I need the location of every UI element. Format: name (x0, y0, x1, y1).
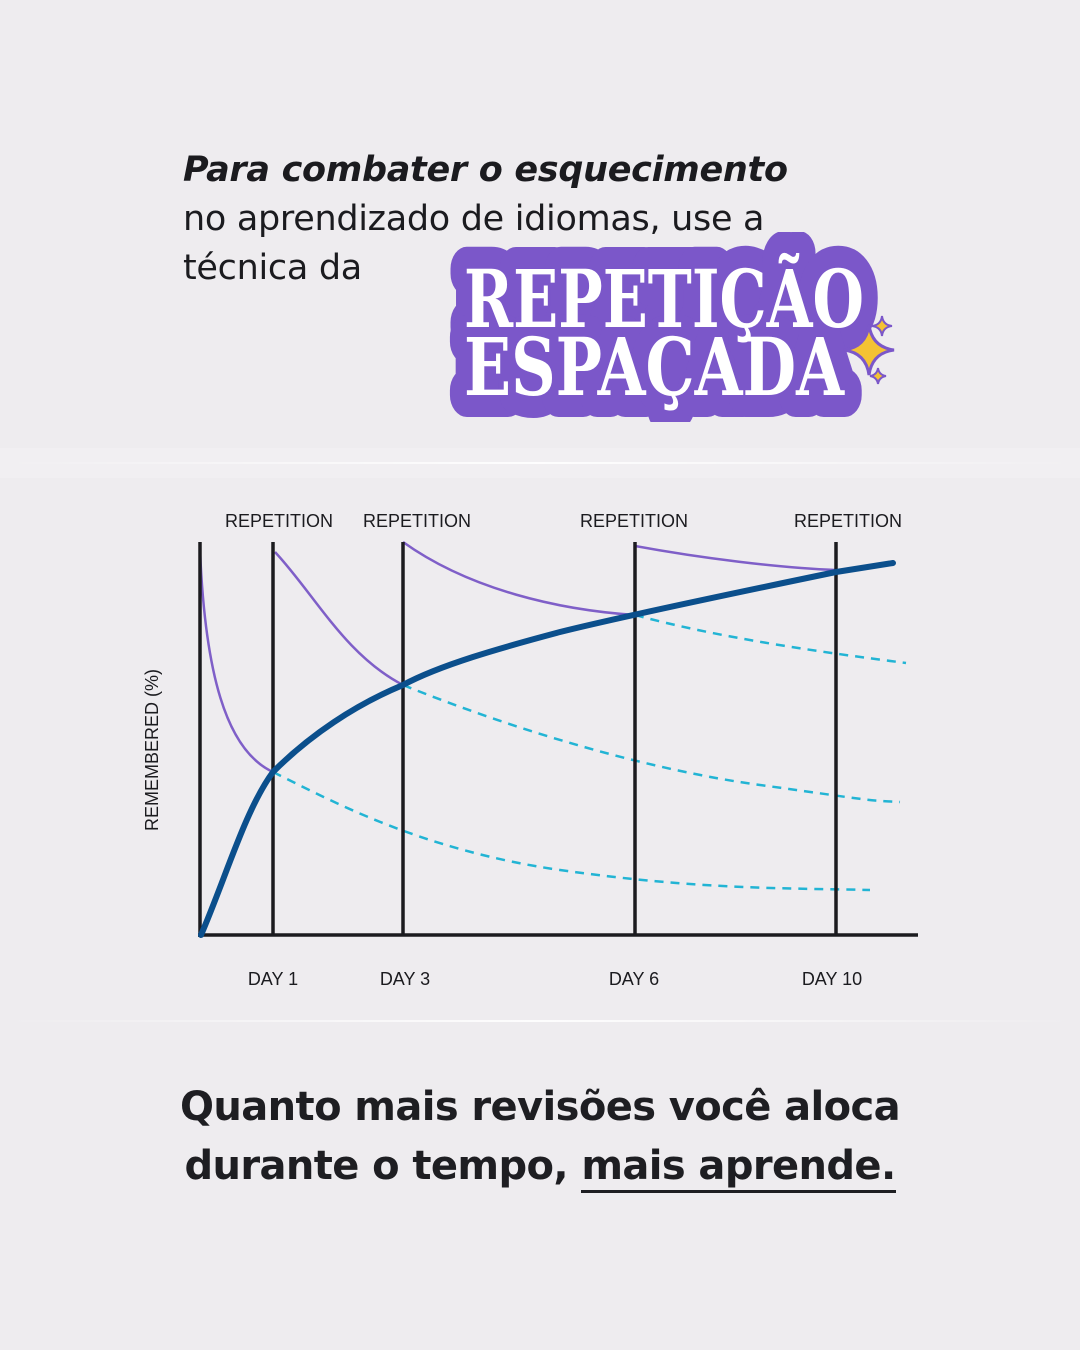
x-tick-label: DAY 1 (248, 969, 298, 989)
sparkles-icon (843, 315, 895, 385)
retention-curve (198, 560, 896, 938)
repetition-label: REPETITION (225, 511, 333, 531)
forgetting-curve (198, 549, 274, 774)
chart-labels: REPETITION REPETITION REPETITION REPETITION… (142, 511, 902, 989)
x-tick-label: DAY 3 (380, 969, 430, 989)
y-axis-label: REMEMBERED (%) (142, 669, 162, 831)
spaced-repetition-chart: REPETITION REPETITION REPETITION REPETITION… (142, 511, 918, 989)
sticker-line-2: ESPAÇADA (464, 320, 845, 414)
forgetting-curve (402, 540, 636, 617)
x-tick-label: DAY 10 (802, 969, 862, 989)
repetition-label: REPETITION (363, 511, 471, 531)
svg-text:REPETIÇÃO: REPETIÇÃO (464, 252, 864, 346)
headline-rest: no aprendizado de idiomas, use a técnica… (183, 199, 765, 288)
paper-crease (0, 462, 1080, 464)
caption-highlight: mais aprende. (581, 1143, 896, 1193)
repetition-label: REPETITION (794, 511, 902, 531)
sticker-line-1: REPETIÇÃO (464, 252, 864, 346)
retention-curve-line (198, 560, 896, 938)
caption-line-2-prefix: durante o tempo, (184, 1143, 582, 1189)
caption-line-2: durante o tempo, mais aprende. (0, 1137, 1080, 1196)
forgetting-curves (198, 540, 837, 774)
sticker-lettering: REPETIÇÃO ESPAÇADA . REPETIÇÃO ESPAÇADA (442, 232, 886, 422)
projection-curve (634, 613, 907, 665)
projection-curve (402, 683, 901, 804)
forgetting-curve (274, 551, 404, 687)
projection-curves (272, 613, 907, 892)
repeticao-espacada-sticker: REPETIÇÃO ESPAÇADA . REPETIÇÃO ESPAÇADA (442, 232, 895, 422)
caption: Quanto mais revisões você aloca durante … (0, 1078, 1080, 1196)
forgetting-curve (634, 544, 837, 572)
projection-curve (272, 770, 871, 892)
caption-line-1: Quanto mais revisões você aloca (180, 1084, 901, 1130)
repetition-label: REPETITION (580, 511, 688, 531)
headline: Para combater o esquecimento no aprendiz… (183, 146, 843, 293)
x-tick-label: DAY 6 (609, 969, 659, 989)
chart-axes (198, 542, 918, 937)
repetition-lines (271, 542, 838, 935)
headline-lead: Para combater o esquecimento (183, 150, 788, 190)
paper-crease (0, 1020, 1080, 1022)
